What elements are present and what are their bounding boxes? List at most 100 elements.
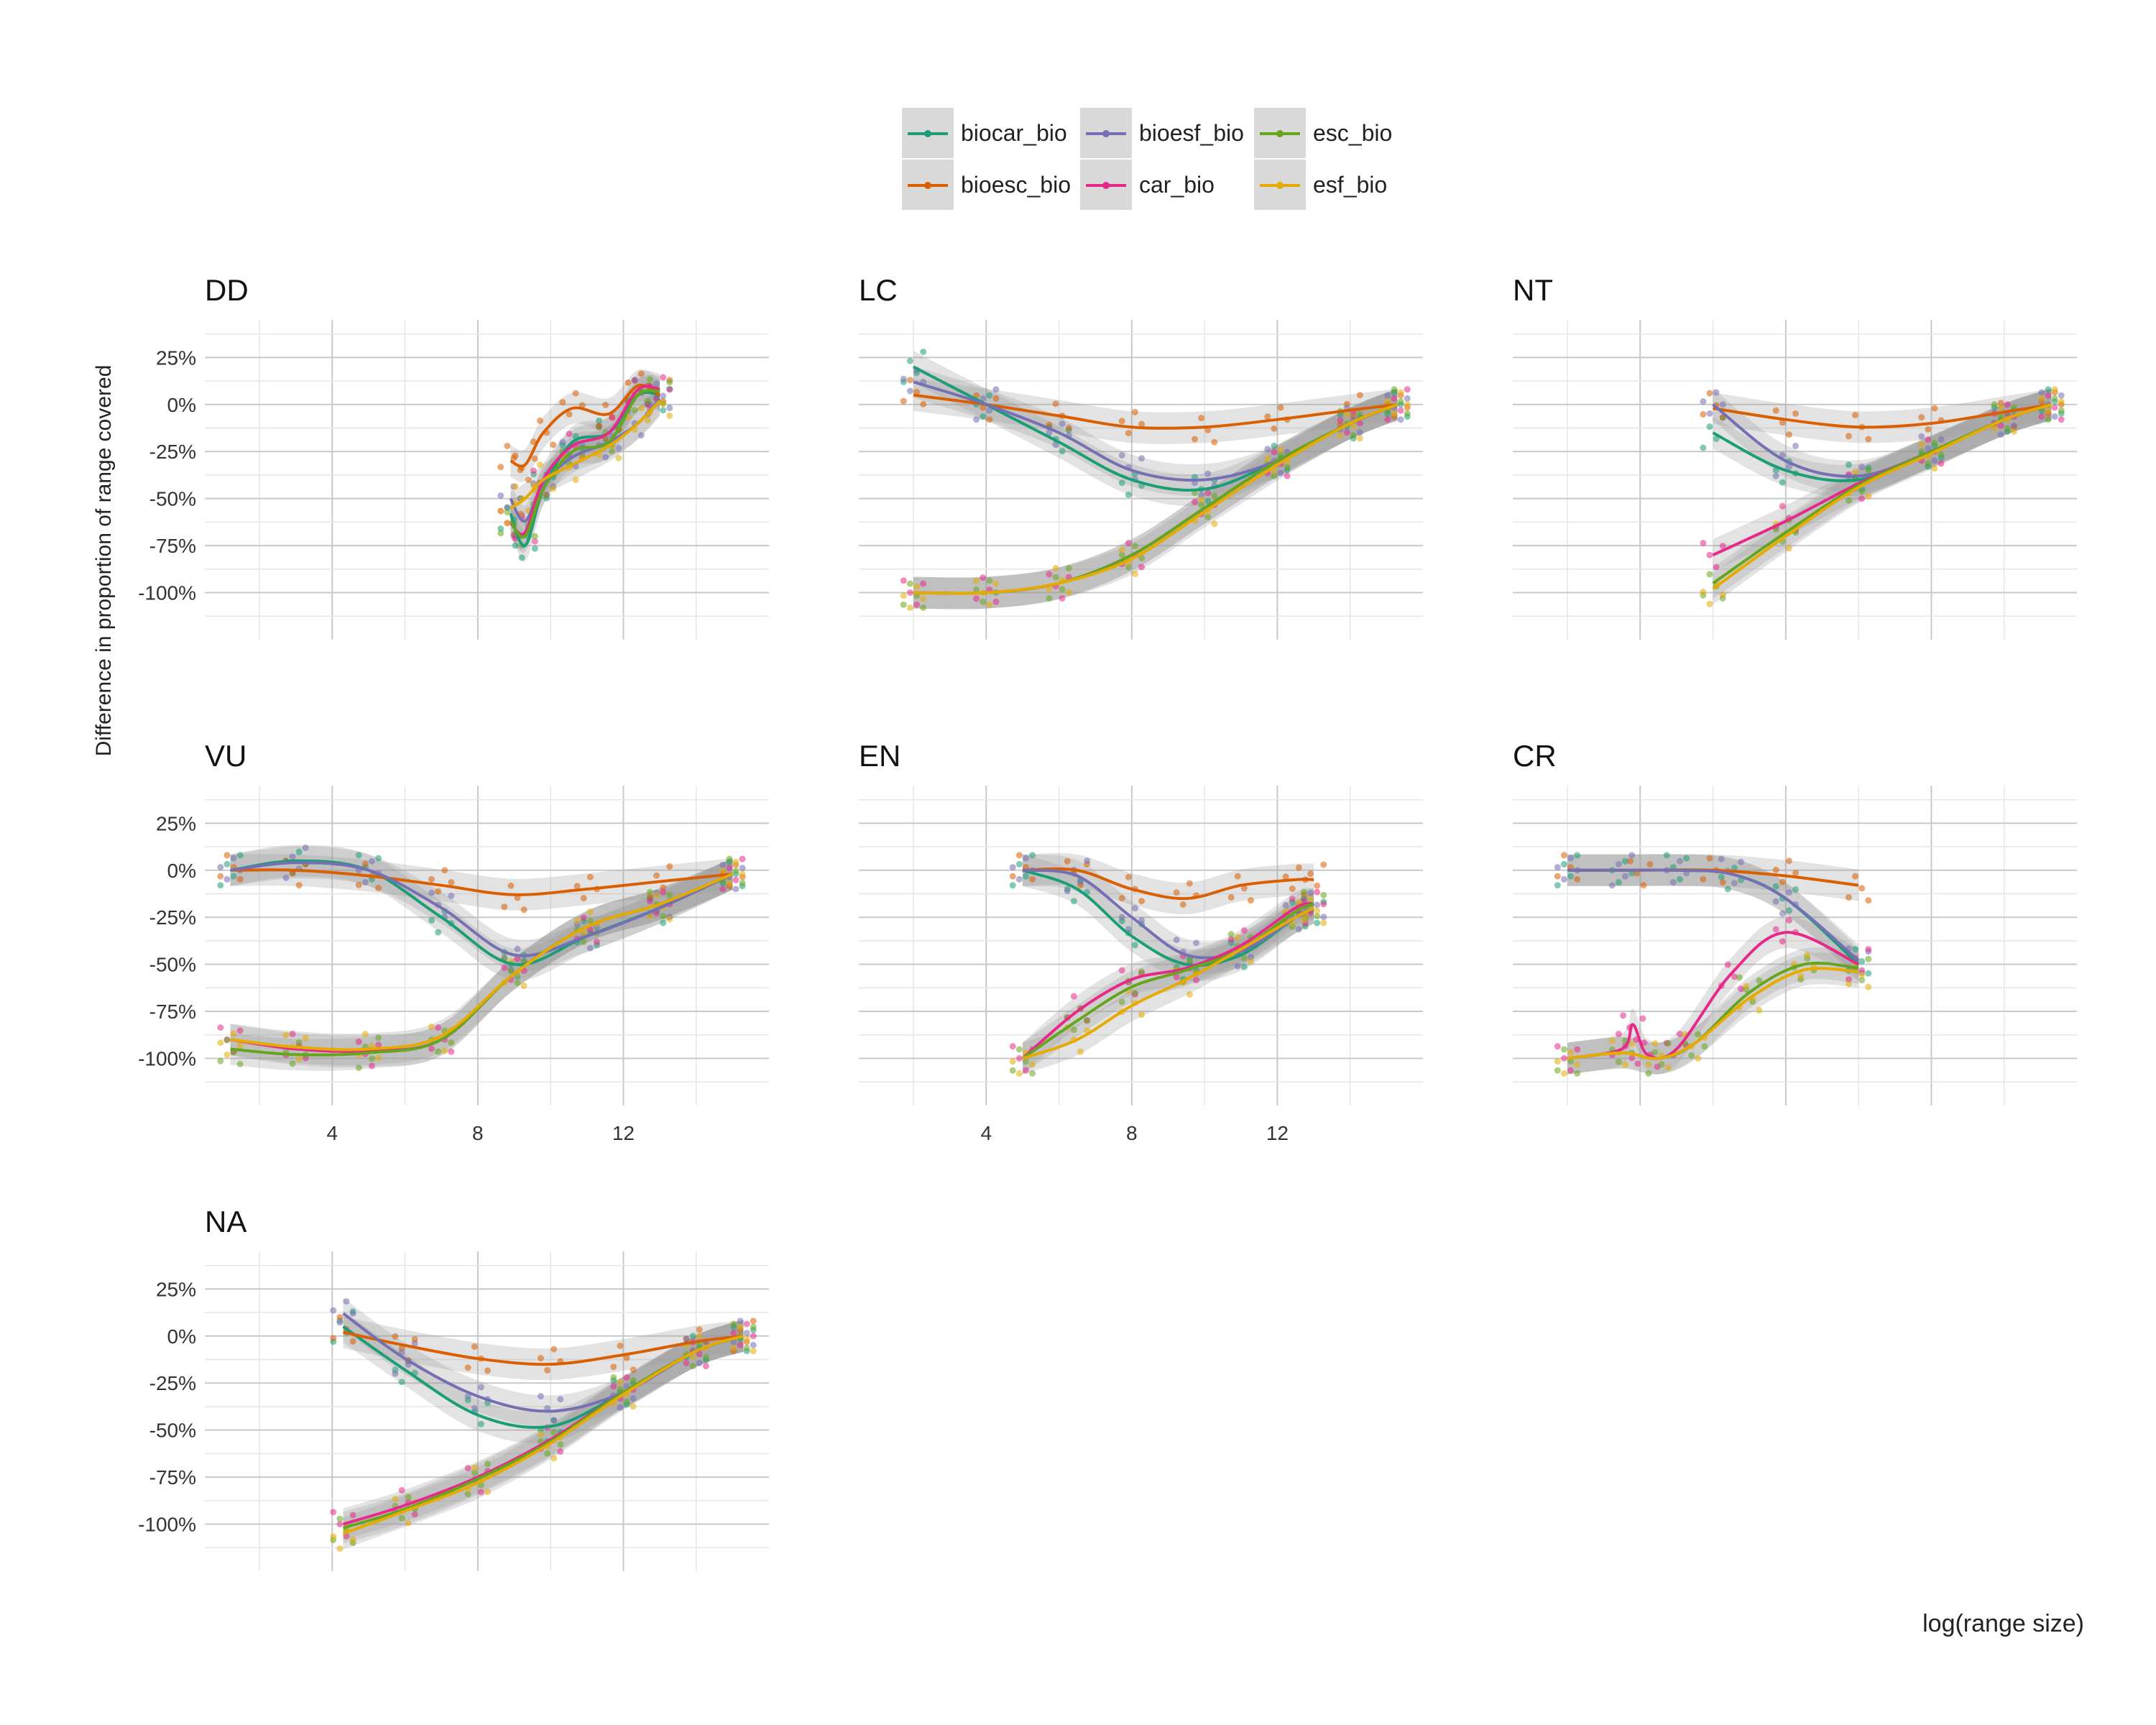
data-point-bioesc-bio	[1264, 413, 1271, 420]
data-point-esc-bio	[1997, 413, 2004, 420]
data-point-car-bio	[1567, 1067, 1575, 1074]
data-point-bioesf-bio	[343, 1298, 350, 1305]
data-point-car-bio	[1785, 916, 1792, 924]
data-point-esc-bio	[471, 1469, 478, 1476]
data-point-bioesf-bio	[230, 855, 237, 862]
data-point-bioesc-bio	[224, 852, 231, 859]
x-tick-label: 12	[612, 1122, 635, 1144]
data-point-bioesf-bio	[683, 1335, 690, 1343]
data-point-esf-bio	[1404, 401, 1411, 408]
data-point-bioesc-bio	[617, 1342, 624, 1349]
data-point-esf-bio	[1845, 980, 1852, 988]
data-point-bioesf-bio	[1738, 858, 1745, 865]
data-point-esf-bio	[520, 983, 528, 990]
trend-line-bioesc-bio	[510, 383, 661, 468]
data-point-esf-bio	[732, 858, 740, 865]
trend-line-esc-bio	[1021, 903, 1314, 1060]
data-point-esf-bio	[920, 595, 927, 602]
data-point-car-bio	[737, 1341, 744, 1348]
legend-item-bioesc-bio[interactable]: bioesc_bio	[902, 160, 1071, 210]
x-tick-label: 12	[1266, 1122, 1289, 1144]
data-point-esc-bio	[1865, 466, 1872, 474]
data-point-car-bio	[653, 909, 660, 916]
data-point-esf-bio	[1211, 520, 1218, 528]
data-point-esf-bio	[615, 454, 622, 461]
data-point-esf-bio	[1695, 1055, 1702, 1062]
data-point-bioesc-bio	[1227, 893, 1235, 901]
data-point-biocar-bio	[1131, 942, 1138, 949]
data-point-car-bio	[1925, 436, 1932, 443]
data-point-esf-bio	[392, 1495, 399, 1502]
data-point-car-bio	[623, 1374, 630, 1381]
legend-item-esc-bio[interactable]: esc_bio	[1254, 108, 1392, 158]
data-point-biocar-bio	[512, 542, 519, 549]
data-point-bioesf-bio	[637, 432, 645, 439]
data-point-bioesc-bio	[1997, 400, 2004, 407]
data-point-biocar-bio	[660, 407, 667, 414]
data-point-esc-bio	[1131, 989, 1138, 996]
data-point-esf-bio	[471, 1464, 478, 1471]
legend-item-biocar-bio[interactable]: biocar_bio	[902, 108, 1067, 158]
data-point-car-bio	[428, 1045, 436, 1052]
facet-panel-vu: 25% 0% -25% -50% -75% -100% 4 8 12	[138, 786, 769, 1144]
data-point-car-bio	[702, 1363, 709, 1370]
data-point-esc-bio	[980, 598, 987, 605]
trend-line-car-bio	[1567, 931, 1859, 1060]
data-point-esf-bio	[1350, 423, 1357, 430]
data-point-car-bio	[906, 589, 913, 597]
data-point-esc-bio	[1858, 977, 1866, 984]
data-point-car-bio	[1700, 539, 1707, 546]
data-point-bioesf-bio	[302, 844, 309, 851]
data-point-bioesc-bio	[906, 377, 913, 384]
data-point-bioesf-bio	[1621, 873, 1628, 880]
data-point-esf-bio	[1858, 971, 1866, 978]
facet-title-lc: LC	[859, 273, 898, 307]
confidence-band-esf-bio	[1713, 388, 2052, 605]
data-point-car-bio	[349, 1512, 356, 1519]
data-point-bioesf-bio	[617, 1404, 624, 1411]
data-point-car-bio	[1719, 543, 1726, 550]
data-point-bioesf-bio	[448, 892, 455, 899]
data-point-bioesf-bio	[1204, 470, 1212, 477]
data-point-bioesf-bio	[1118, 451, 1125, 459]
data-point-bioesf-bio	[1615, 860, 1622, 868]
data-point-bioesc-bio	[330, 1335, 337, 1342]
data-point-esc-bio	[1991, 401, 1998, 408]
data-point-biocar-bio	[295, 848, 303, 855]
data-point-esf-bio	[689, 1353, 696, 1361]
data-point-esc-bio	[595, 423, 602, 431]
data-point-car-bio	[1192, 977, 1199, 984]
legend-item-car-bio[interactable]: car_bio	[1080, 160, 1215, 210]
data-point-esf-bio	[1277, 446, 1284, 454]
data-point-car-bio	[530, 467, 537, 474]
data-point-bioesf-bio	[1706, 410, 1713, 417]
data-point-esf-bio	[295, 1056, 303, 1063]
legend-key-car-bio	[1080, 160, 1132, 210]
data-point-bioesf-bio	[1918, 433, 1925, 440]
data-point-esc-bio	[398, 1514, 405, 1522]
data-point-bioesf-bio	[980, 395, 987, 402]
confidence-band-biocar-bio	[230, 845, 733, 981]
data-point-esf-bio	[1314, 907, 1321, 914]
data-point-car-bio	[1779, 502, 1786, 510]
data-point-esc-bio	[531, 533, 538, 540]
data-point-esf-bio	[1621, 1061, 1628, 1068]
data-point-esf-bio	[666, 413, 673, 419]
legend-item-bioesf-bio[interactable]: bioesf_bio	[1080, 108, 1244, 158]
data-point-bioesf-bio	[1192, 939, 1199, 947]
y-tick-label: -50%	[149, 1420, 196, 1442]
data-point-car-bio	[2004, 401, 2011, 408]
data-point-car-bio	[336, 1521, 344, 1528]
data-point-bioesc-bio	[361, 860, 369, 868]
data-point-bioesc-bio	[980, 404, 987, 411]
data-point-car-bio	[2058, 416, 2065, 423]
legend-item-esf-bio[interactable]: esf_bio	[1254, 160, 1387, 210]
data-point-car-bio	[1560, 1055, 1567, 1062]
data-point-bioesc-bio	[1646, 860, 1654, 868]
data-point-bioesc-bio	[1865, 436, 1872, 443]
data-point-biocar-bio	[1560, 860, 1567, 868]
data-point-esf-bio	[2058, 398, 2065, 405]
data-point-car-bio	[1845, 976, 1852, 983]
data-point-bioesf-bio	[1314, 901, 1321, 908]
